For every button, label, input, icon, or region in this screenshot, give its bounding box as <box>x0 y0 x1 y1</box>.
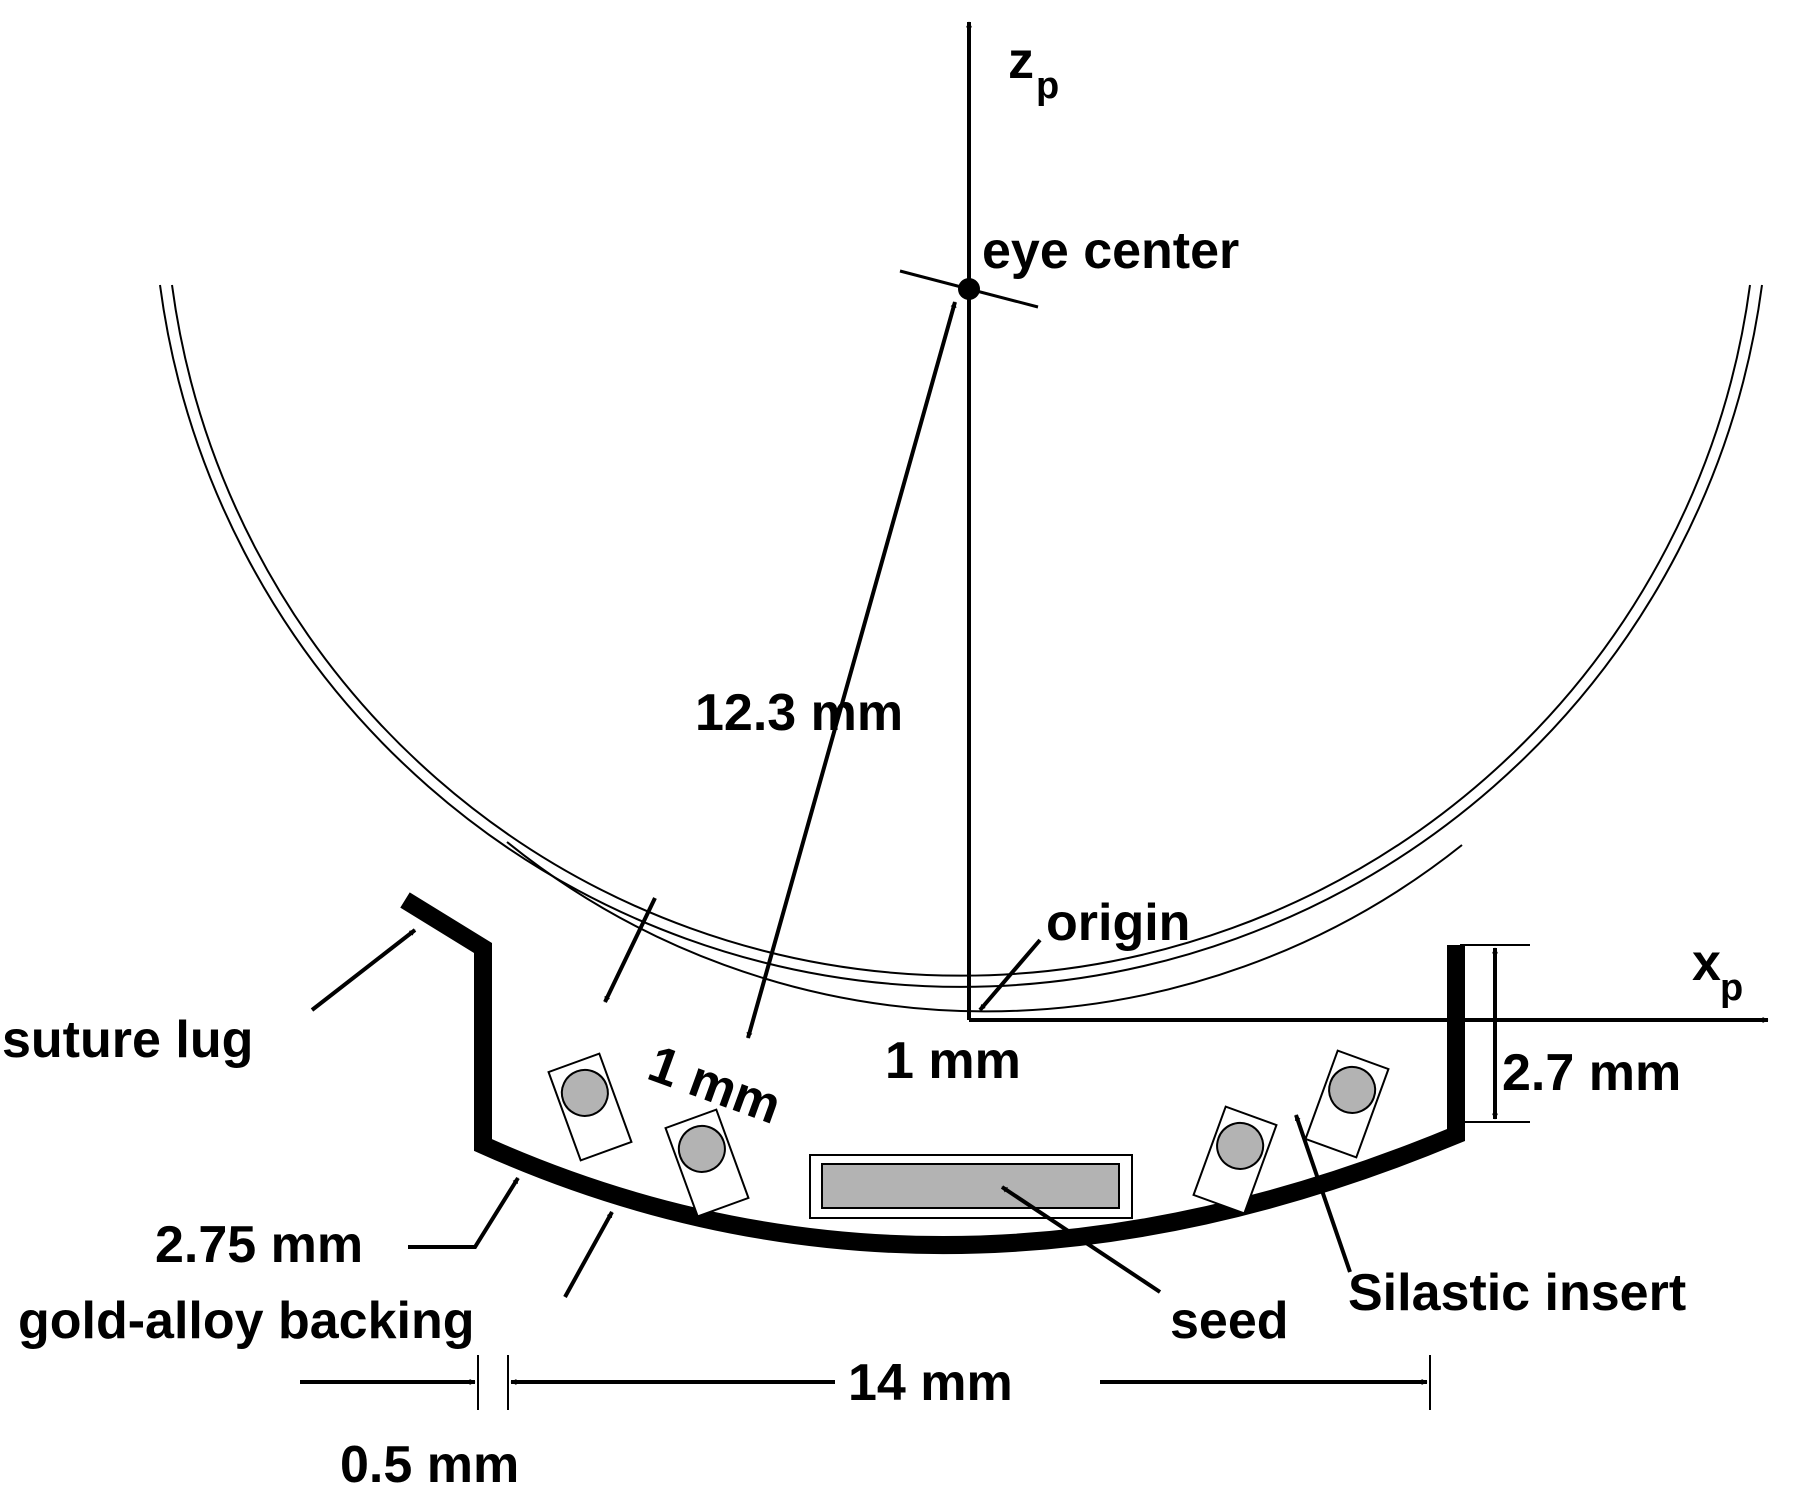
x-axis-label: x <box>1692 934 1721 992</box>
lip-label: 0.5 mm <box>340 1436 519 1489</box>
suture-lug-label: suture lug <box>2 1011 253 1069</box>
silastic-slot-2 <box>664 1108 750 1218</box>
seed <box>821 1163 1120 1209</box>
eye-center-dot <box>958 278 980 300</box>
backing-label: gold-alloy backing <box>18 1292 475 1350</box>
eye-outer-arc <box>159 284 1763 988</box>
sclera-inner-arc <box>506 841 1463 1013</box>
silastic-pointer <box>1294 1114 1352 1273</box>
height-label: 2.7 mm <box>1502 1044 1681 1102</box>
gap-center-label: 1 mm <box>885 1032 1021 1090</box>
backing-pointer <box>563 1211 614 1298</box>
seed-pointer <box>1000 1185 1162 1294</box>
silastic-slot-1 <box>547 1052 633 1162</box>
silastic-slot-3 <box>1192 1105 1278 1215</box>
origin-label: origin <box>1046 894 1190 952</box>
radius-arrow <box>746 301 957 1039</box>
eye-inner-arc <box>171 284 1751 977</box>
z-axis-label: z <box>1008 32 1034 90</box>
thickness-label: 2.75 mm <box>155 1216 363 1274</box>
x-axis-subscript: p <box>1720 967 1743 1009</box>
gap-pointer <box>603 897 657 1003</box>
eye-center-label: eye center <box>982 222 1239 280</box>
suture-lug-pointer <box>310 928 417 1012</box>
silastic-slot-4 <box>1304 1049 1390 1159</box>
width-label: 14 mm <box>848 1354 1013 1412</box>
radius-label: 12.3 mm <box>695 684 903 742</box>
z-axis-subscript: p <box>1036 65 1059 107</box>
thickness-pointer <box>408 1176 520 1249</box>
silastic-label: Silastic insert <box>1348 1264 1686 1322</box>
seed-label: seed <box>1170 1292 1289 1350</box>
origin-pointer <box>978 938 1042 1012</box>
